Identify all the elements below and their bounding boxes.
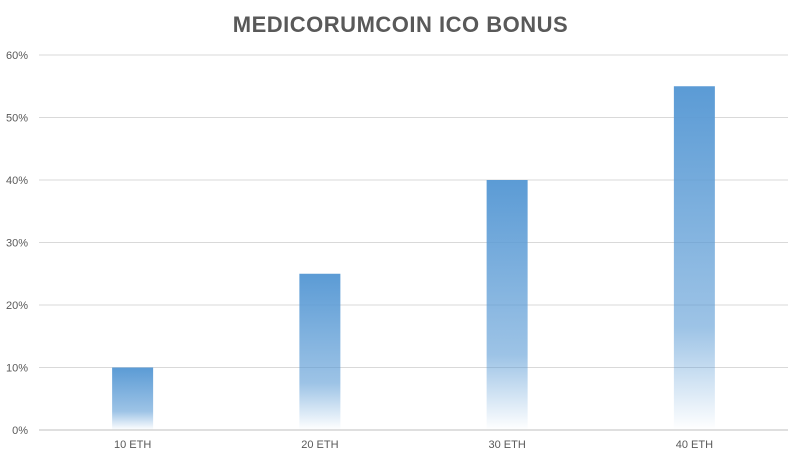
bar-10-eth — [112, 367, 154, 430]
gridlines — [39, 54, 788, 431]
y-tick-label: 40% — [6, 175, 28, 187]
y-tick-label: 30% — [6, 238, 28, 250]
bars — [112, 86, 715, 430]
y-tick-label: 0% — [12, 425, 28, 437]
y-tick-label: 50% — [6, 113, 28, 125]
x-tick-label: 30 ETH — [488, 439, 525, 451]
x-tick-label: 20 ETH — [301, 439, 338, 451]
bar-30-eth — [486, 180, 528, 430]
bar-40-eth — [673, 86, 715, 430]
x-tick-label: 10 ETH — [114, 439, 151, 451]
y-tick-label: 10% — [6, 363, 28, 375]
x-tick-label: 40 ETH — [676, 439, 713, 451]
bar-20-eth — [299, 273, 341, 430]
chart-title: MEDICORUMCOIN ICO BONUS — [232, 12, 569, 37]
y-tick-label: 60% — [6, 50, 28, 62]
x-axis-ticks: 10 ETH 20 ETH 30 ETH 40 ETH — [114, 439, 713, 451]
y-axis-ticks: 0% 10% 20% 30% 40% 50% 60% — [6, 50, 28, 437]
y-tick-label: 20% — [6, 300, 28, 312]
